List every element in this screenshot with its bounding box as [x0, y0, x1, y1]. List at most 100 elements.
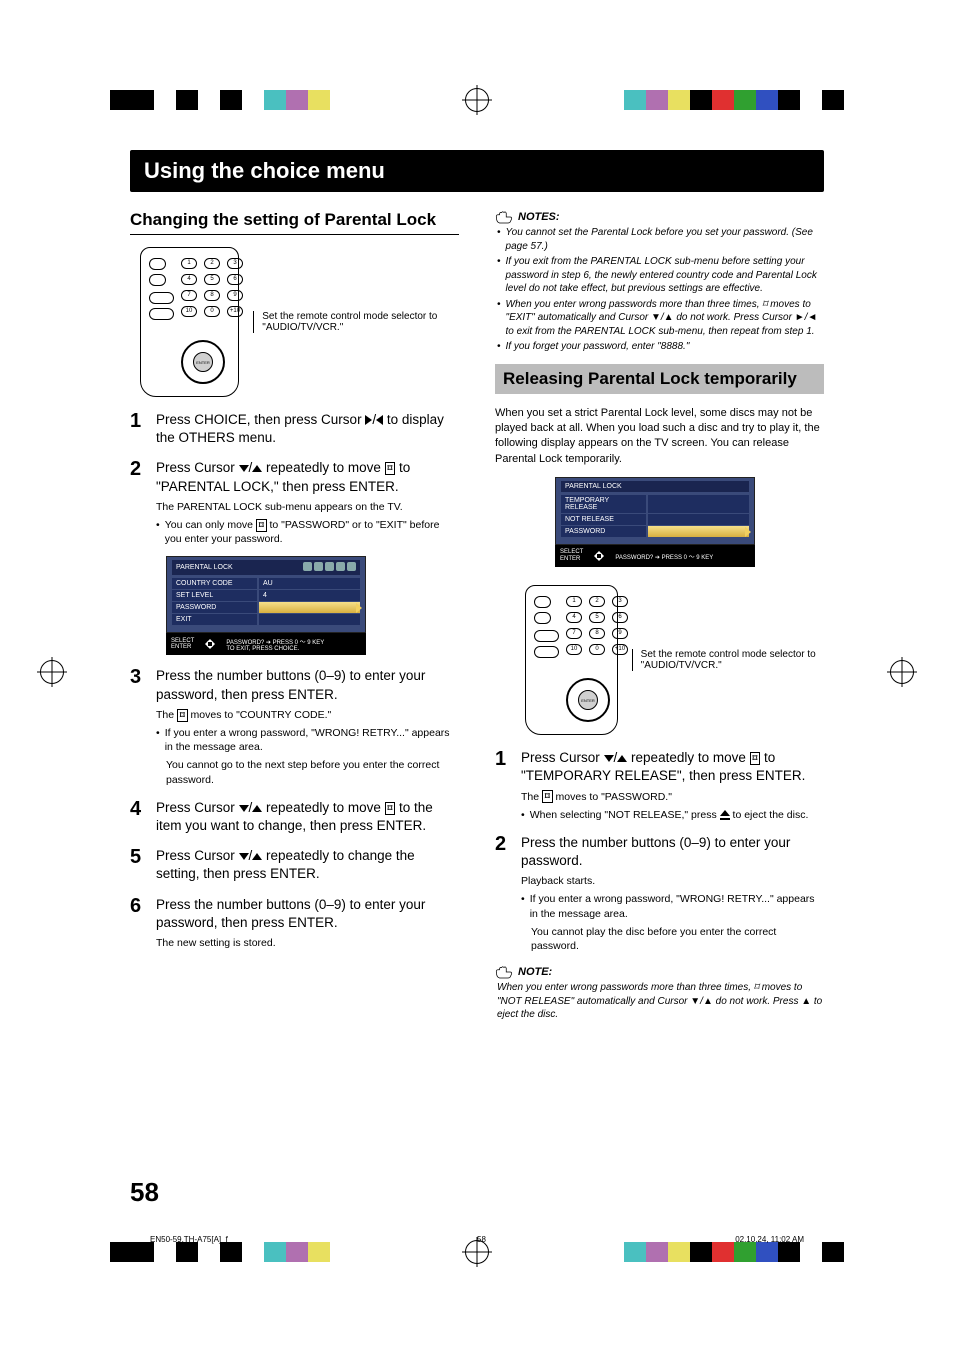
text: You can only move [165, 519, 256, 531]
step-4: 4 Press Cursor / repeatedly to move ⌑ to… [130, 799, 459, 835]
footer-text: PASSWORD? ➔ PRESS 0 ～ 9 KEY [615, 552, 713, 561]
step-number: 1 [495, 749, 513, 785]
section-heading: Changing the setting of Parental Lock [130, 210, 459, 235]
right-column: NOTES: •You cannot set the Parental Lock… [495, 210, 824, 1022]
remote-caption: Set the remote control mode selector to … [253, 311, 459, 333]
step-number: 6 [130, 896, 148, 932]
section-heading: Releasing Parental Lock temporarily [495, 364, 824, 394]
step-text: Press the number buttons (0–9) to enter … [156, 896, 459, 932]
step-number: 5 [130, 847, 148, 883]
footer-page: 58 [477, 1235, 486, 1244]
pointer-icon: ⌑ [256, 519, 267, 532]
footer-select: SELECTENTER [560, 549, 583, 562]
arrows-icon [202, 636, 218, 652]
arrows-icon [591, 548, 607, 564]
step-text: Press CHOICE, then press Cursor / to dis… [156, 411, 459, 447]
cursor-up-icon [252, 465, 262, 472]
hand-icon [495, 965, 513, 979]
step-text: Press Cursor / repeatedly to change the … [156, 847, 459, 883]
menu-row: PASSWORD [172, 602, 360, 613]
footer-timestamp: 02.10.24, 11:02 AM [735, 1235, 804, 1244]
page-content: Using the choice menu Changing the setti… [130, 150, 824, 1202]
remote-caption: Set the remote control mode selector to … [632, 649, 824, 671]
menu-row: TEMPORARY RELEASE [561, 495, 749, 513]
footer-filename: EN50-59.TH-A75[A]_f [150, 1235, 228, 1244]
step-number: 1 [130, 411, 148, 447]
registration-mark-icon [890, 660, 914, 684]
menu-row: COUNTRY CODEAU [172, 578, 360, 589]
eject-icon [720, 810, 730, 820]
pointer-icon: ⌑ [750, 752, 761, 765]
page-title: Using the choice menu [130, 150, 824, 192]
cursor-up-icon [252, 853, 262, 860]
cursor-down-icon [239, 805, 249, 812]
registration-mark-icon [465, 88, 489, 112]
step-sub: The PARENTAL LOCK sub-menu appears on th… [156, 500, 459, 514]
note-heading: NOTE: [495, 965, 824, 979]
step-number: 2 [130, 459, 148, 495]
color-bar-left [110, 1242, 330, 1262]
step-sub: You cannot play the disc before you ente… [531, 925, 824, 953]
step-text: Press the number buttons (0–9) to enter … [521, 834, 824, 870]
remote-icon: 123 456 789 100+10 ENTER [140, 247, 239, 397]
step-sub: •If you enter a wrong password, "WRONG! … [156, 726, 459, 754]
color-bar-right [624, 1242, 844, 1262]
step-5: 5 Press Cursor / repeatedly to change th… [130, 847, 459, 883]
step-2: 2 Press the number buttons (0–9) to ente… [495, 834, 824, 870]
menu-title: PARENTAL LOCK [565, 483, 622, 490]
color-bar-left [110, 90, 330, 110]
intro-paragraph: When you set a strict Parental Lock leve… [495, 406, 824, 468]
step-2: 2 Press Cursor / repeatedly to move ⌑ to… [130, 459, 459, 495]
page-number: 58 [130, 1177, 159, 1208]
text: Press CHOICE, then press Cursor [156, 412, 365, 427]
menu-row: NOT RELEASE [561, 514, 749, 525]
note-item: •When you enter wrong passwords more tha… [497, 298, 824, 339]
footer-meta: EN50-59.TH-A75[A]_f 58 02.10.24, 11:02 A… [150, 1235, 804, 1244]
temporary-release-menu-screenshot: PARENTAL LOCK TEMPORARY RELEASENOT RELEA… [555, 477, 755, 567]
step-1: 1 Press Cursor / repeatedly to move ⌑ to… [495, 749, 824, 785]
step-text: Press Cursor / repeatedly to move ⌑ to "… [156, 459, 459, 495]
note-item: •If you exit from the PARENTAL LOCK sub-… [497, 255, 824, 296]
menu-row: SET LEVEL4 [172, 590, 360, 601]
cursor-up-icon [617, 755, 627, 762]
step-sub: •You can only move ⌑ to "PASSWORD" or to… [156, 518, 459, 546]
notes-list: •You cannot set the Parental Lock before… [495, 226, 824, 354]
note-label: NOTE: [518, 966, 552, 978]
notes-label: NOTES: [518, 211, 560, 223]
step-sub: Playback starts. [521, 874, 824, 888]
step-sub: •If you enter a wrong password, "WRONG! … [521, 892, 824, 920]
footer-select: SELECTENTER [171, 638, 194, 651]
step-1: 1 Press CHOICE, then press Cursor / to d… [130, 411, 459, 447]
step-3: 3 Press the number buttons (0–9) to ente… [130, 667, 459, 703]
notes-heading: NOTES: [495, 210, 824, 224]
remote-illustration: 123 456 789 100+10 ENTER Set the remote … [525, 585, 824, 735]
step-text: Press Cursor / repeatedly to move ⌑ to "… [521, 749, 824, 785]
step-number: 3 [130, 667, 148, 703]
registration-bar-top [0, 80, 954, 120]
menu-row: PASSWORD [561, 526, 749, 537]
cursor-right-icon [365, 415, 372, 425]
parental-lock-menu-screenshot: PARENTAL LOCK COUNTRY CODEAUSET LEVEL4PA… [166, 556, 366, 655]
left-column: Changing the setting of Parental Lock 12… [130, 210, 459, 1022]
step-sub: The ⌑ moves to "COUNTRY CODE." [156, 708, 459, 722]
footer-text: PASSWORD? ➔ PRESS 0 ～ 9 KEYTO EXIT, PRES… [226, 637, 324, 652]
remote-icon: 123 456 789 100+10 ENTER [525, 585, 618, 735]
step-number: 4 [130, 799, 148, 835]
cursor-down-icon [604, 755, 614, 762]
pointer-icon: ⌑ [542, 790, 553, 803]
menu-row: EXIT [172, 614, 360, 625]
pointer-icon: ⌑ [385, 802, 396, 815]
step-sub: You cannot go to the next step before yo… [166, 758, 459, 786]
pointer-icon: ⌑ [177, 709, 188, 722]
cursor-down-icon [239, 853, 249, 860]
menu-title: PARENTAL LOCK [176, 564, 233, 571]
hand-icon [495, 210, 513, 224]
step-6: 6 Press the number buttons (0–9) to ente… [130, 896, 459, 932]
step-number: 2 [495, 834, 513, 870]
step-text: Press Cursor / repeatedly to move ⌑ to t… [156, 799, 459, 835]
note-item: •You cannot set the Parental Lock before… [497, 226, 824, 253]
text: Press Cursor [156, 460, 239, 475]
step-sub: The new setting is stored. [156, 936, 459, 950]
note-text: When you enter wrong passwords more than… [495, 981, 824, 1022]
text: repeatedly to move [262, 460, 384, 475]
